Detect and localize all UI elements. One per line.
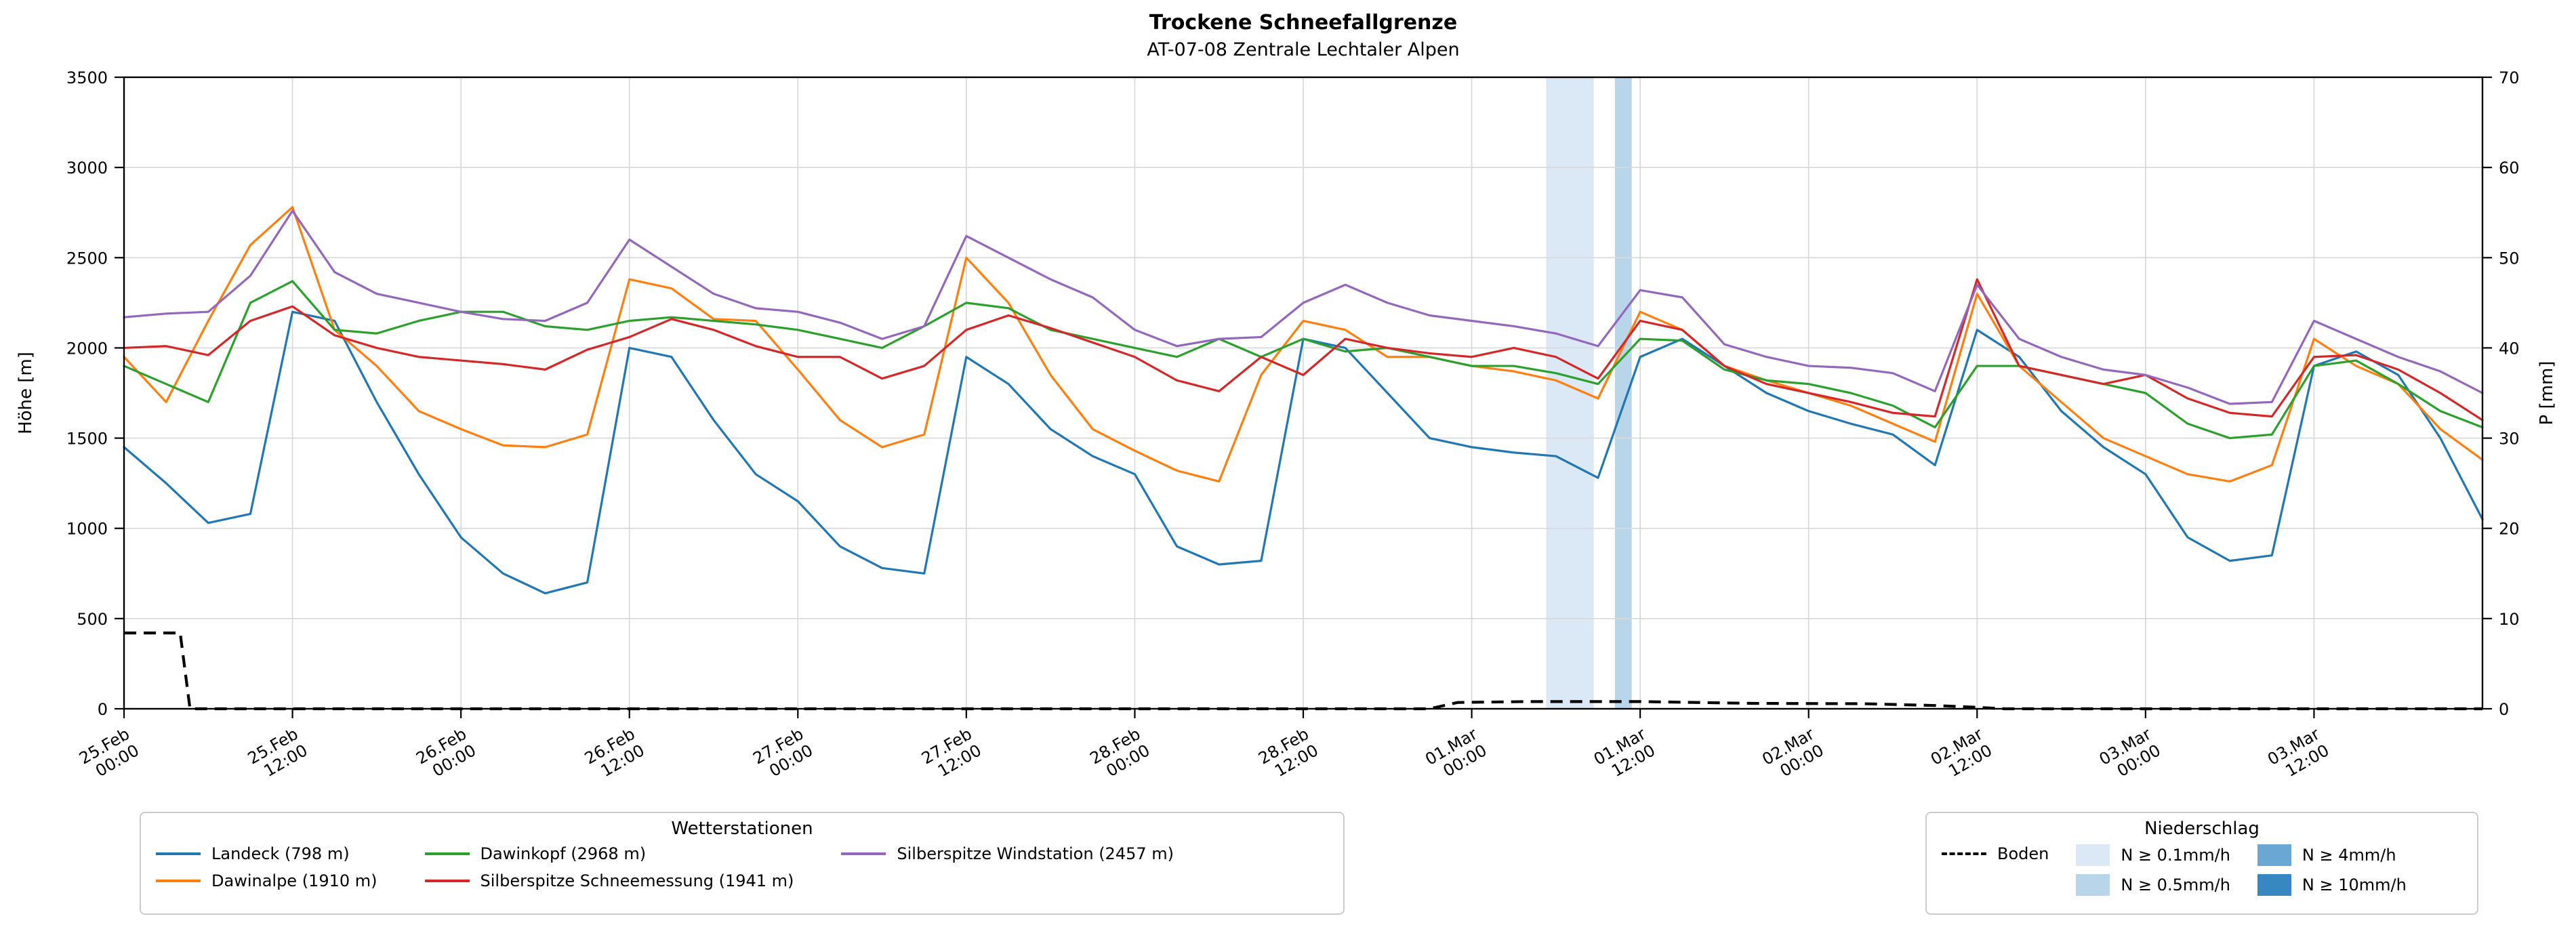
legend-niederschlag-title: Niederschlag (2144, 819, 2260, 839)
x-tick-label: 03.Mar00:00 (2096, 724, 2164, 785)
y-left-tick-label: 2000 (66, 339, 108, 358)
y-right-tick-label: 40 (2499, 339, 2520, 358)
x-tick-label: 27.Feb00:00 (750, 724, 816, 785)
y-left-tick-label: 3500 (66, 68, 108, 87)
y-right-tick-label: 50 (2499, 249, 2520, 268)
legend-item-label: Silberspitze Schneemessung (1941 m) (480, 871, 794, 890)
legend-niederschlag-items: Boden N ≥ 0.1mm/h N ≥ 0.5mm/h N ≥ 4mm/h N ≥ … (1942, 844, 2462, 896)
y-left-tick-label: 2500 (66, 249, 108, 268)
legend-item-boden: Boden (1942, 844, 2049, 863)
legend-item-label: Boden (1997, 844, 2049, 863)
x-tick-label: 25.Feb00:00 (76, 724, 142, 785)
legend-line-swatch (424, 880, 470, 882)
legend-item-silberspitze-windstation-2457-m: Silberspitze Windstation (2457 m) (841, 844, 1174, 863)
x-tick-label: 01.Mar12:00 (1591, 724, 1658, 785)
legend-item-label: Dawinalpe (1910 m) (211, 871, 377, 890)
x-tick-label: 28.Feb00:00 (1087, 724, 1153, 785)
legend-niederschlag: Niederschlag Boden N ≥ 0.1mm/h N ≥ 0.5mm/h… (1925, 812, 2478, 915)
legend-line-swatch (424, 852, 470, 855)
legend-item-label: Landeck (798 m) (211, 844, 350, 863)
y-right-tick-label: 70 (2499, 68, 2520, 87)
x-tick-label: 02.Mar12:00 (1927, 724, 1995, 785)
legend-item-n-0-5mm-h: N ≥ 0.5mm/h (2076, 874, 2230, 896)
x-tick-label: 26.Feb00:00 (413, 724, 479, 785)
y-left-tick-label: 1000 (66, 520, 108, 539)
legend-item-label: N ≥ 0.1mm/h (2121, 846, 2230, 865)
y-left-axis-label: Höhe [m] (16, 352, 36, 434)
y-left-tick-label: 3000 (66, 159, 108, 178)
legend-column: Silberspitze Windstation (2457 m) (841, 844, 1174, 863)
y-right-tick-label: 30 (2499, 430, 2520, 449)
y-right-tick-label: 60 (2499, 159, 2520, 178)
legend-patch-swatch (2076, 874, 2110, 896)
legend-patch-swatch (2076, 844, 2110, 866)
x-tick-label: 28.Feb12:00 (1255, 724, 1322, 785)
legend-patch-swatch (2257, 874, 2291, 896)
x-tick-label: 02.Mar00:00 (1759, 724, 1826, 785)
page-title: Trockene Schneefallgrenze (1149, 11, 1458, 35)
legend-line-swatch (156, 852, 201, 855)
legend-wetterstationen-title: Wetterstationen (671, 819, 813, 839)
legend-column: Dawinkopf (2968 m) Silberspitze Schneemes… (424, 844, 794, 890)
legend-item-label: N ≥ 0.5mm/h (2121, 875, 2230, 894)
x-tick-label: 01.Mar00:00 (1422, 724, 1490, 785)
legend-column: N ≥ 0.1mm/h N ≥ 0.5mm/h (2076, 844, 2230, 896)
legend-column: N ≥ 4mm/h N ≥ 10mm/h (2257, 844, 2407, 896)
y-right-axis-label: P [mm] (2537, 361, 2557, 426)
y-right-tick-label: 10 (2499, 610, 2520, 629)
chart-subtitle: AT-07-08 Zentrale Lechtaler Alpen (1147, 39, 1460, 60)
series-line-silberspitze-windstation-2457-m (123, 209, 2484, 405)
x-tick-label: 26.Feb12:00 (581, 724, 648, 785)
legend-item-silberspitze-schneemessung-1941-m: Silberspitze Schneemessung (1941 m) (424, 871, 794, 890)
legend-item-dawinalpe-1910-m: Dawinalpe (1910 m) (156, 871, 377, 890)
legend-item-label: N ≥ 10mm/h (2302, 875, 2407, 894)
y-right-tick-label: 20 (2499, 520, 2520, 539)
y-left-tick-label: 0 (98, 700, 108, 719)
series-line-dawinalpe-1910-m (123, 206, 2484, 483)
legend-item-n-0-1mm-h: N ≥ 0.1mm/h (2076, 844, 2230, 866)
legend-wetterstationen-items: Landeck (798 m) Dawinalpe (1910 m) Dawinko… (156, 844, 1328, 890)
legend-column: Landeck (798 m) Dawinalpe (1910 m) (156, 844, 377, 890)
x-tick-label: 25.Feb12:00 (245, 724, 311, 785)
y-right-tick-label: 0 (2499, 700, 2509, 719)
boden-line (124, 632, 2482, 711)
legend-item-label: Silberspitze Windstation (2457 m) (897, 844, 1174, 863)
legend-item-n-10mm-h: N ≥ 10mm/h (2257, 874, 2407, 896)
legend-item-label: Dawinkopf (2968 m) (480, 844, 647, 863)
legend-item-label: N ≥ 4mm/h (2302, 846, 2396, 865)
y-left-tick-label: 1500 (66, 430, 108, 449)
series-line-silberspitze-schneemessung-1941-m (123, 278, 2484, 421)
legend-item-n-4mm-h: N ≥ 4mm/h (2257, 844, 2407, 866)
legend-item-landeck-798-m: Landeck (798 m) (156, 844, 377, 863)
legend-patch-swatch (2257, 844, 2291, 866)
legend-line-swatch (841, 852, 886, 855)
precip-band (1614, 77, 1632, 709)
legend-wetterstationen: Wetterstationen Landeck (798 m) Dawinalpe… (140, 812, 1345, 915)
legend-dashed-line-swatch (1942, 852, 1986, 855)
x-tick-label: 03.Mar12:00 (2264, 724, 2332, 785)
y-left-tick-label: 500 (77, 610, 108, 629)
legend-line-swatch (156, 880, 201, 882)
legend-column: Boden (1942, 844, 2049, 863)
legend-item-dawinkopf-2968-m: Dawinkopf (2968 m) (424, 844, 794, 863)
x-tick-label: 27.Feb12:00 (918, 724, 985, 785)
